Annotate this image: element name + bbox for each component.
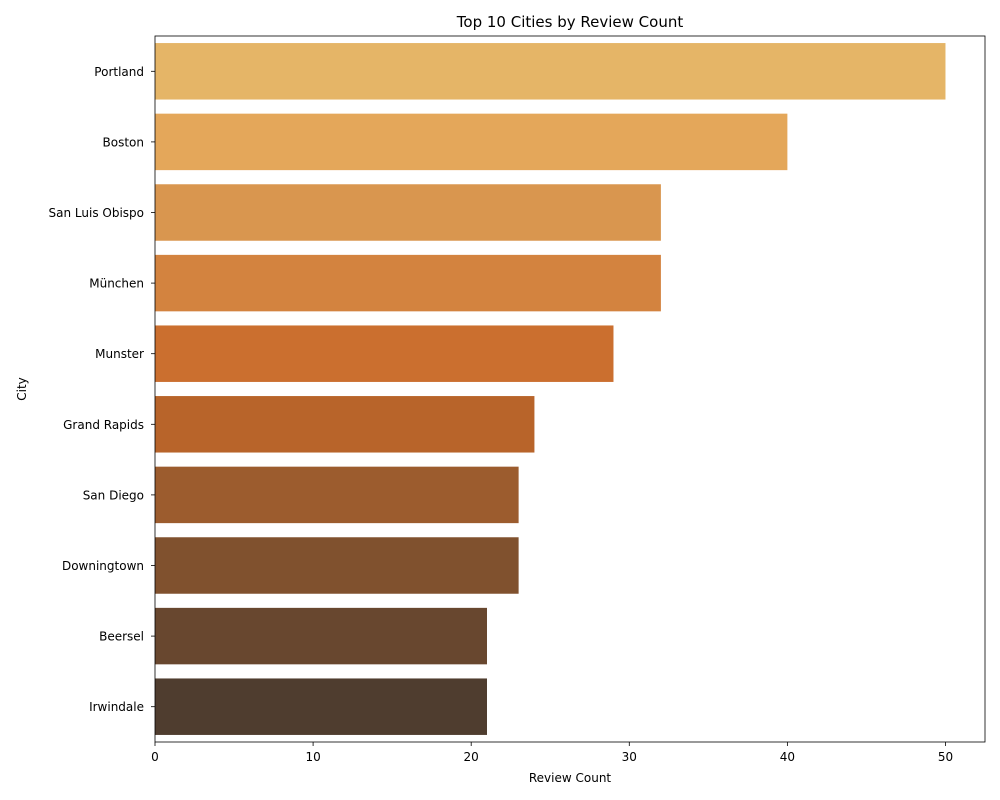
x-tick-label: 40 (780, 750, 795, 764)
x-tick-label: 30 (622, 750, 637, 764)
y-tick-label: Munster (95, 347, 144, 361)
y-tick-label: München (89, 277, 144, 291)
bars-group (155, 43, 946, 735)
y-axis: Portland Boston San Luis Obispo München Muns… (49, 65, 155, 714)
bar-5 (155, 396, 535, 453)
y-tick-label: San Luis Obispo (49, 206, 144, 220)
x-tick-label: 10 (305, 750, 320, 764)
bar-1 (155, 113, 788, 171)
bar-2 (155, 184, 661, 241)
bar-9 (155, 678, 487, 735)
bar-7 (155, 537, 519, 594)
x-tick-label: 50 (938, 750, 953, 764)
x-tick-label: 0 (151, 750, 159, 764)
bar-0 (155, 43, 946, 100)
bar-8 (155, 607, 487, 665)
y-tick-label: Irwindale (89, 700, 144, 714)
y-tick-label: Grand Rapids (63, 418, 144, 432)
bar-6 (155, 466, 519, 524)
bar-3 (155, 254, 661, 312)
y-tick-label: Downingtown (62, 559, 144, 573)
x-tick-label: 20 (464, 750, 479, 764)
x-axis: 0 10 20 30 40 50 (151, 742, 953, 764)
y-tick-label: Beersel (99, 630, 144, 644)
x-axis-label: Review Count (529, 771, 612, 785)
chart-title: Top 10 Cities by Review Count (456, 13, 684, 31)
y-tick-label: San Diego (83, 488, 144, 502)
y-tick-label: Portland (94, 65, 144, 79)
y-axis-label: City (15, 377, 29, 401)
plot-frame (154, 35, 986, 743)
y-tick-label: Boston (103, 135, 144, 149)
bar-4 (155, 325, 614, 382)
